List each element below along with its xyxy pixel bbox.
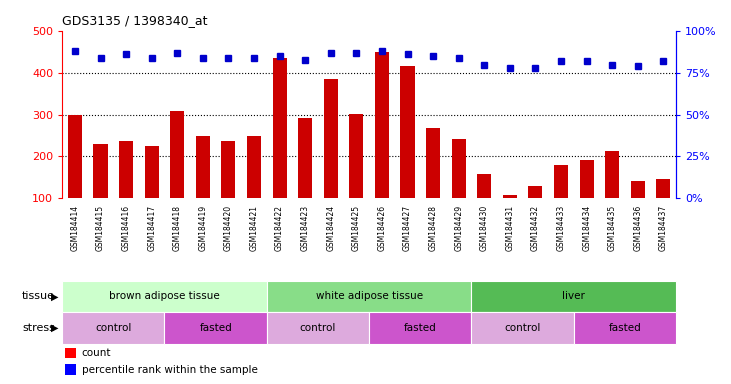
Bar — [529, 185, 542, 198]
Text: GSM184418: GSM184418 — [173, 205, 182, 251]
Text: brown adipose tissue: brown adipose tissue — [109, 291, 220, 301]
Text: GSM184416: GSM184416 — [121, 205, 131, 251]
Bar — [375, 52, 389, 198]
Text: fasted: fasted — [609, 323, 641, 333]
Text: count: count — [82, 348, 111, 358]
Bar — [62, 312, 164, 344]
Bar — [247, 136, 261, 198]
Bar — [656, 179, 670, 198]
Text: GDS3135 / 1398340_at: GDS3135 / 1398340_at — [62, 14, 208, 27]
Text: GSM184431: GSM184431 — [505, 205, 515, 251]
Text: ▶: ▶ — [51, 291, 58, 301]
Bar — [477, 174, 491, 198]
Text: control: control — [504, 323, 541, 333]
Text: GSM184420: GSM184420 — [224, 205, 233, 251]
Bar — [94, 144, 107, 198]
Bar — [164, 312, 267, 344]
Bar — [145, 146, 159, 198]
Text: GSM184432: GSM184432 — [531, 205, 540, 251]
Bar — [605, 151, 619, 198]
Text: fasted: fasted — [404, 323, 436, 333]
Text: GSM184423: GSM184423 — [300, 205, 310, 251]
Text: ▶: ▶ — [51, 323, 58, 333]
Text: tissue: tissue — [22, 291, 55, 301]
Bar — [170, 111, 184, 198]
Text: GSM184437: GSM184437 — [659, 205, 668, 251]
Text: GSM184421: GSM184421 — [249, 205, 259, 251]
Text: GSM184429: GSM184429 — [454, 205, 463, 251]
Bar — [426, 128, 440, 198]
Text: GSM184427: GSM184427 — [403, 205, 412, 251]
Text: white adipose tissue: white adipose tissue — [316, 291, 423, 301]
Bar — [119, 141, 133, 198]
Bar — [349, 114, 363, 198]
Text: percentile rank within the sample: percentile rank within the sample — [82, 364, 257, 374]
Text: control: control — [300, 323, 336, 333]
Text: GSM184428: GSM184428 — [428, 205, 438, 251]
Bar — [65, 348, 76, 358]
Text: stress: stress — [22, 323, 55, 333]
Text: GSM184417: GSM184417 — [147, 205, 156, 251]
Bar — [401, 66, 414, 198]
Bar — [631, 182, 645, 198]
Text: fasted: fasted — [200, 323, 232, 333]
Text: GSM184425: GSM184425 — [352, 205, 361, 251]
Bar — [471, 312, 574, 344]
Text: GSM184426: GSM184426 — [377, 205, 387, 251]
Text: GSM184422: GSM184422 — [275, 205, 284, 251]
Text: GSM184419: GSM184419 — [198, 205, 208, 251]
Bar — [267, 281, 471, 312]
Text: GSM184424: GSM184424 — [326, 205, 336, 251]
Bar — [298, 118, 312, 198]
Bar — [65, 364, 76, 375]
Text: GSM184433: GSM184433 — [556, 205, 566, 251]
Bar — [452, 139, 466, 198]
Bar — [267, 312, 369, 344]
Bar — [62, 281, 267, 312]
Bar — [369, 312, 471, 344]
Text: GSM184435: GSM184435 — [607, 205, 617, 251]
Text: GSM184434: GSM184434 — [582, 205, 591, 251]
Bar — [324, 79, 338, 198]
Text: GSM184430: GSM184430 — [480, 205, 489, 251]
Bar — [68, 115, 82, 198]
Bar — [554, 165, 568, 198]
Text: GSM184414: GSM184414 — [70, 205, 80, 251]
Bar — [503, 195, 517, 198]
Bar — [471, 281, 676, 312]
Bar — [221, 141, 235, 198]
Bar — [580, 160, 594, 198]
Bar — [574, 312, 676, 344]
Text: GSM184415: GSM184415 — [96, 205, 105, 251]
Bar — [273, 58, 287, 198]
Bar — [196, 136, 210, 198]
Text: control: control — [95, 323, 132, 333]
Text: liver: liver — [562, 291, 586, 301]
Text: GSM184436: GSM184436 — [633, 205, 643, 251]
